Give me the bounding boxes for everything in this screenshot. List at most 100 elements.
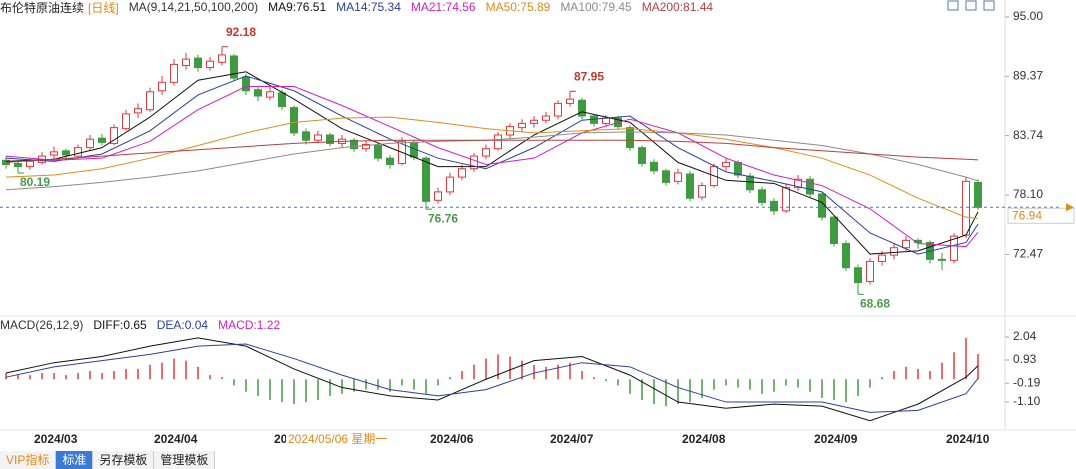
legend-entry: MA50:75.89 [485, 0, 551, 14]
toolbar-tab[interactable]: 另存模板 [93, 451, 155, 469]
legend-entry: DEA:0.04 [156, 318, 209, 332]
candle-body [494, 134, 502, 150]
x-tick-label: 2024/04 [154, 432, 198, 446]
y-tick-label: 72.47 [1013, 247, 1043, 261]
current-price-marker [1066, 203, 1074, 212]
indicator-name: MA(9,14,21,50,100,200) [128, 0, 259, 14]
candle-body [626, 127, 634, 149]
candle-body [770, 200, 778, 212]
candle-body [434, 191, 442, 201]
candle-body [230, 55, 238, 79]
toolbar-tab[interactable]: 管理模板 [154, 451, 216, 469]
candle-body [722, 161, 730, 168]
legend-entry: MA200:81.44 [641, 0, 714, 14]
candle-body [74, 147, 82, 157]
icon[interactable] [983, 0, 995, 11]
crosshair-label: 2024/05/06 星期一 [288, 432, 387, 446]
candle-body [734, 161, 742, 176]
candle-body [686, 173, 694, 199]
candle-body [758, 189, 766, 203]
y-tick-label: -0.19 [1013, 375, 1041, 389]
candle-body [542, 115, 550, 121]
icon[interactable] [965, 0, 977, 11]
x-tick-label: 2024/08 [682, 432, 726, 446]
ma-line [5, 75, 979, 255]
legend-entry: DIFF:0.65 [93, 318, 147, 332]
candle-body [806, 178, 814, 195]
candle-body [662, 170, 670, 183]
ma-line [5, 337, 979, 422]
ma-line [5, 343, 979, 413]
candle-body [50, 151, 58, 156]
candle-body [158, 81, 166, 92]
candle-body [290, 107, 298, 134]
y-tick-label: 78.10 [1013, 187, 1043, 201]
high-label: 87.95 [574, 69, 604, 83]
candle-body [278, 92, 286, 108]
toolbar-icons[interactable] [947, 0, 995, 11]
toolbar-tab[interactable]: VIP指标 [0, 451, 57, 469]
low-label: 80.19 [20, 175, 50, 189]
candle-body [422, 157, 430, 202]
x-tick-label: 2024/03 [34, 432, 78, 446]
legend-entry: MA21:74.56 [410, 0, 476, 14]
candle-body [578, 99, 586, 117]
candle-body [530, 119, 538, 124]
main-header: 布伦特原油连续 [日线] MA(9,14,21,50,100,200) MA9:… [0, 0, 714, 15]
y-tick-label: 2.04 [1013, 329, 1037, 343]
candle-body [950, 235, 958, 261]
candle-body [698, 185, 706, 198]
legend-entry: MA100:79.45 [560, 0, 632, 14]
candle-body [326, 134, 334, 144]
candle-body [26, 160, 34, 168]
candle-body [638, 147, 646, 164]
period[interactable]: [日线] [88, 0, 119, 15]
candle-body [182, 58, 190, 66]
candle-body [938, 258, 946, 261]
candle-body [86, 138, 94, 149]
x-tick-label: 20 [274, 432, 288, 446]
candle-body [362, 143, 370, 150]
low-label: 68.68 [860, 296, 890, 310]
candle-body [374, 145, 382, 159]
candle-body [302, 131, 310, 141]
candle-body [206, 60, 214, 69]
instrument-name: 布伦特原油连续 [0, 0, 85, 15]
candle-body [602, 117, 610, 124]
candle-body [170, 63, 178, 83]
x-tick-label: 2024/07 [550, 432, 594, 446]
candle-body [194, 57, 202, 69]
candle-body [746, 175, 754, 191]
ma-line [5, 139, 979, 163]
candle-body [146, 91, 154, 111]
ma-line [5, 116, 979, 219]
candle-body [62, 150, 70, 156]
legend-entry: MACD:1.22 [218, 318, 281, 332]
candle-body [674, 172, 682, 182]
candle-body [470, 155, 478, 170]
legend-entry: MA9:76.51 [268, 0, 327, 14]
candle-body [974, 181, 982, 208]
chart: 72.47 78.10 83.74 89.37 95.00 80.19 92.18 76.76… [0, 0, 1076, 448]
crosshair-label-box [286, 432, 396, 448]
candle-body [110, 127, 118, 144]
icon[interactable] [947, 0, 959, 11]
toolbar: VIP指标 标准 另存模板 管理模板 [0, 451, 216, 469]
candle-body [218, 54, 226, 63]
candle-body [962, 180, 970, 236]
y-tick-label: 89.37 [1013, 68, 1043, 82]
candle-body [314, 134, 322, 141]
toolbar-tab[interactable]: 标准 [56, 451, 94, 469]
candle-body [854, 267, 862, 283]
candle-body [134, 108, 142, 114]
current-price-box [1007, 207, 1075, 224]
candle-body [446, 176, 454, 193]
ma-line [5, 71, 979, 255]
current-price-label: 76.94 [1012, 208, 1042, 222]
candle-body [866, 260, 874, 282]
low-label: 76.76 [428, 211, 458, 225]
candle-body [554, 102, 562, 117]
x-tick-label: 2024/10 [946, 432, 990, 446]
candle-body [794, 178, 802, 189]
